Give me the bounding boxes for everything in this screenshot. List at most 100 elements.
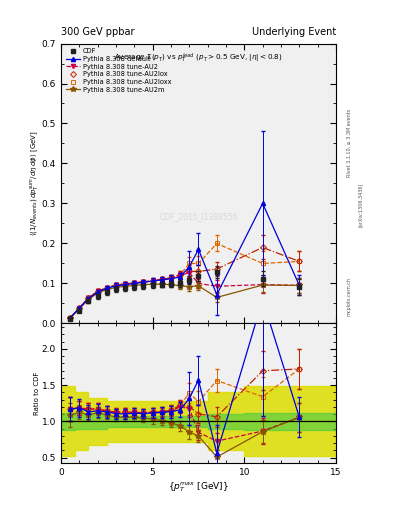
Pythia 8.308 tune-AU2loxx bbox=[169, 275, 173, 281]
CDF bbox=[95, 293, 100, 300]
Pythia 8.308 tune-AU2loxx bbox=[150, 278, 155, 284]
Pythia 8.308 tune-AU2m bbox=[160, 281, 164, 287]
Pythia 8.308 tune-AU2 bbox=[215, 283, 219, 289]
Pythia 8.308 default bbox=[297, 282, 302, 288]
Pythia 8.308 tune-AU2 bbox=[160, 277, 164, 283]
Pythia 8.308 default bbox=[160, 277, 164, 283]
Pythia 8.308 tune-AU2m bbox=[187, 284, 192, 290]
Pythia 8.308 tune-AU2m bbox=[86, 296, 91, 303]
CDF bbox=[150, 282, 155, 288]
Pythia 8.308 tune-AU2m bbox=[297, 282, 302, 288]
Pythia 8.308 default bbox=[77, 305, 82, 311]
Pythia 8.308 tune-AU2lox bbox=[68, 315, 72, 321]
Pythia 8.308 tune-AU2m bbox=[196, 283, 201, 289]
Pythia 8.308 tune-AU2lox bbox=[297, 259, 302, 265]
Pythia 8.308 tune-AU2loxx bbox=[260, 261, 265, 267]
Pythia 8.308 tune-AU2lox bbox=[141, 279, 146, 285]
CDF bbox=[215, 269, 219, 275]
Pythia 8.308 tune-AU2m bbox=[141, 282, 146, 288]
CDF bbox=[169, 281, 173, 287]
Pythia 8.308 tune-AU2 bbox=[77, 305, 82, 311]
Pythia 8.308 tune-AU2lox bbox=[114, 282, 118, 288]
Pythia 8.308 tune-AU2lox bbox=[160, 276, 164, 283]
Pythia 8.308 default bbox=[105, 285, 109, 291]
Pythia 8.308 default bbox=[169, 275, 173, 282]
Pythia 8.308 tune-AU2loxx bbox=[178, 271, 182, 278]
Pythia 8.308 tune-AU2 bbox=[178, 272, 182, 279]
Pythia 8.308 tune-AU2lox bbox=[123, 281, 127, 287]
Pythia 8.308 tune-AU2lox bbox=[260, 244, 265, 250]
CDF bbox=[132, 284, 137, 290]
CDF bbox=[68, 315, 72, 322]
CDF bbox=[114, 286, 118, 292]
Pythia 8.308 tune-AU2loxx bbox=[123, 281, 127, 287]
Pythia 8.308 tune-AU2loxx bbox=[297, 259, 302, 265]
Pythia 8.308 default bbox=[196, 246, 201, 252]
Pythia 8.308 default bbox=[86, 295, 91, 302]
Pythia 8.308 tune-AU2m bbox=[105, 286, 109, 292]
CDF bbox=[297, 284, 302, 290]
Pythia 8.308 tune-AU2loxx bbox=[95, 288, 100, 294]
Pythia 8.308 default bbox=[68, 315, 72, 321]
Pythia 8.308 tune-AU2 bbox=[297, 282, 302, 288]
Pythia 8.308 default bbox=[132, 281, 137, 287]
Pythia 8.308 tune-AU2m bbox=[68, 315, 72, 322]
Pythia 8.308 tune-AU2 bbox=[169, 275, 173, 281]
Pythia 8.308 tune-AU2m bbox=[114, 284, 118, 290]
Pythia 8.308 tune-AU2lox bbox=[77, 305, 82, 311]
Pythia 8.308 tune-AU2loxx bbox=[196, 261, 201, 267]
Pythia 8.308 tune-AU2m bbox=[132, 282, 137, 288]
Pythia 8.308 tune-AU2m bbox=[169, 282, 173, 288]
Pythia 8.308 tune-AU2lox bbox=[215, 266, 219, 272]
Pythia 8.308 tune-AU2loxx bbox=[160, 276, 164, 283]
Pythia 8.308 default bbox=[260, 200, 265, 206]
CDF bbox=[260, 275, 265, 282]
Pythia 8.308 tune-AU2 bbox=[123, 281, 127, 287]
CDF bbox=[105, 289, 109, 295]
Pythia 8.308 tune-AU2 bbox=[141, 279, 146, 285]
Pythia 8.308 tune-AU2 bbox=[86, 295, 91, 301]
Pythia 8.308 tune-AU2loxx bbox=[141, 279, 146, 285]
Pythia 8.308 tune-AU2 bbox=[132, 280, 137, 286]
CDF bbox=[77, 308, 82, 314]
Pythia 8.308 tune-AU2m bbox=[123, 283, 127, 289]
Pythia 8.308 default bbox=[123, 282, 127, 288]
Pythia 8.308 tune-AU2loxx bbox=[105, 285, 109, 291]
CDF bbox=[178, 281, 182, 287]
Line: Pythia 8.308 default: Pythia 8.308 default bbox=[68, 201, 301, 320]
Line: Pythia 8.308 tune-AU2: Pythia 8.308 tune-AU2 bbox=[68, 270, 301, 320]
Pythia 8.308 default bbox=[215, 291, 219, 297]
Pythia 8.308 tune-AU2lox bbox=[178, 271, 182, 278]
Pythia 8.308 default bbox=[141, 279, 146, 285]
Pythia 8.308 tune-AU2 bbox=[150, 278, 155, 284]
Pythia 8.308 tune-AU2lox bbox=[95, 288, 100, 294]
Pythia 8.308 tune-AU2loxx bbox=[132, 280, 137, 286]
Pythia 8.308 tune-AU2 bbox=[196, 281, 201, 287]
Text: mcplots.cern.ch: mcplots.cern.ch bbox=[347, 278, 352, 316]
Text: Underlying Event: Underlying Event bbox=[252, 27, 336, 37]
Pythia 8.308 tune-AU2 bbox=[114, 282, 118, 288]
Pythia 8.308 tune-AU2lox bbox=[187, 268, 192, 274]
Pythia 8.308 tune-AU2lox bbox=[196, 268, 201, 274]
Pythia 8.308 default bbox=[178, 274, 182, 280]
CDF bbox=[160, 282, 164, 288]
Pythia 8.308 tune-AU2m bbox=[178, 283, 182, 289]
Pythia 8.308 default bbox=[150, 278, 155, 284]
Line: Pythia 8.308 tune-AU2loxx: Pythia 8.308 tune-AU2loxx bbox=[68, 241, 301, 320]
CDF bbox=[196, 273, 201, 280]
Line: Pythia 8.308 tune-AU2m: Pythia 8.308 tune-AU2m bbox=[67, 282, 302, 321]
Y-axis label: $\langle(1/N_{events})\, dp_T^{sum}/d\eta\, d\phi\rangle$ [GeV]: $\langle(1/N_{events})\, dp_T^{sum}/d\et… bbox=[28, 131, 40, 237]
CDF bbox=[123, 285, 127, 291]
Pythia 8.308 tune-AU2 bbox=[187, 269, 192, 275]
Line: Pythia 8.308 tune-AU2lox: Pythia 8.308 tune-AU2lox bbox=[68, 245, 301, 320]
Pythia 8.308 tune-AU2m bbox=[95, 290, 100, 296]
Text: [arXiv:1306.3436]: [arXiv:1306.3436] bbox=[358, 183, 363, 227]
Pythia 8.308 default bbox=[114, 283, 118, 289]
Legend: CDF, Pythia 8.308 default, Pythia 8.308 tune-AU2, Pythia 8.308 tune-AU2lox, Pyth: CDF, Pythia 8.308 default, Pythia 8.308 … bbox=[64, 46, 173, 95]
CDF bbox=[86, 298, 91, 305]
Pythia 8.308 tune-AU2 bbox=[68, 315, 72, 321]
Pythia 8.308 tune-AU2 bbox=[260, 282, 265, 288]
Y-axis label: Ratio to CDF: Ratio to CDF bbox=[34, 372, 40, 415]
Pythia 8.308 tune-AU2 bbox=[95, 288, 100, 294]
Text: Rivet 3.1.10, ≥ 3.3M events: Rivet 3.1.10, ≥ 3.3M events bbox=[347, 109, 352, 178]
